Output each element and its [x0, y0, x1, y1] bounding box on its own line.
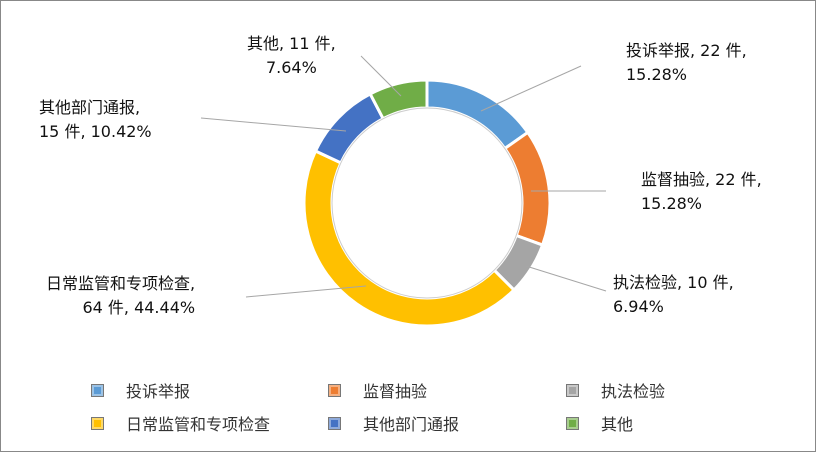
donut-slice [502, 130, 552, 247]
legend-swatch [566, 383, 579, 397]
data-label-line: 日常监管和专项检查, [46, 274, 196, 293]
legend-swatch [91, 383, 104, 397]
legend-label: 日常监管和专项检查 [126, 415, 271, 434]
data-label: 其他, 11 件, 7.64% [247, 32, 336, 80]
data-label-line: 其他, 11 件, [247, 34, 336, 53]
data-label: 其他部门通报, 15 件, 10.42% [39, 96, 152, 144]
legend-item: 其他 [566, 411, 633, 435]
data-label-line: 15.28% [641, 194, 703, 213]
data-label-line: 64 件, 44.44% [82, 298, 196, 317]
leader-line [480, 65, 582, 112]
legend-label: 监督抽验 [363, 382, 428, 401]
leader-line [245, 285, 367, 298]
data-label-line: 其他部门通报, [39, 98, 141, 117]
legend-item: 执法检验 [566, 378, 665, 402]
leader-line [200, 117, 347, 132]
leader-line [360, 55, 402, 97]
data-label-line: 7.64% [265, 58, 317, 77]
data-label: 投诉举报, 22 件, 15.28% [626, 39, 747, 87]
data-label-line: 15.28% [626, 65, 688, 84]
legend-label: 投诉举报 [126, 382, 191, 401]
legend-item: 其他部门通报 [328, 411, 459, 435]
data-label: 执法检验, 10 件, 6.94% [613, 271, 734, 319]
legend-item: 投诉举报 [91, 378, 190, 402]
legend-item: 日常监管和专项检查 [91, 411, 270, 435]
legend-swatch [566, 416, 579, 430]
legend-label: 执法检验 [601, 382, 666, 401]
donut-slice [425, 78, 530, 151]
legend-label: 其他 [601, 415, 634, 434]
data-label-line: 执法检验, 10 件, [613, 273, 734, 292]
legend-swatch [91, 416, 104, 430]
legend-item: 监督抽验 [328, 378, 427, 402]
legend-swatch [328, 383, 341, 397]
data-label-line: 投诉举报, 22 件, [626, 41, 747, 60]
data-label-line: 15 件, 10.42% [39, 122, 152, 141]
legend-label: 其他部门通报 [363, 415, 460, 434]
data-label: 监督抽验, 22 件, 15.28% [641, 168, 762, 216]
data-label: 日常监管和专项检查, 64 件, 44.44% [46, 272, 195, 320]
legend-swatch [328, 416, 341, 430]
donut-slice [313, 91, 386, 165]
data-label-line: 监督抽验, 22 件, [641, 170, 762, 189]
leader-line [525, 265, 607, 292]
donut-slice [368, 78, 429, 121]
data-label-line: 6.94% [613, 297, 664, 316]
